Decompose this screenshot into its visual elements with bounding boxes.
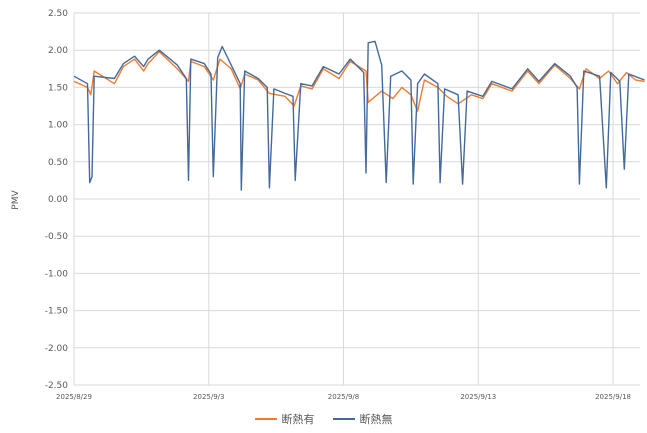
legend-label: 断熱有	[281, 413, 315, 426]
x-tick-label: 2025/8/29	[56, 393, 92, 401]
y-axis-label: PMV	[11, 189, 21, 209]
legend-item-1: 断熱有	[254, 411, 315, 427]
x-tick-label: 2025/9/18	[595, 393, 631, 401]
x-tick-labels: 2025/8/29 2025/9/3 2025/9/8 2025/9/13 2025/9…	[56, 393, 631, 401]
x-tick-label: 2025/9/8	[328, 393, 359, 401]
legend-swatch	[332, 418, 355, 420]
legend-swatch	[254, 418, 277, 420]
y-tick-label: 2.00	[48, 46, 68, 56]
y-tick-label: -0.50	[45, 232, 69, 242]
x-tick-label: 2025/9/13	[460, 393, 496, 401]
gridlines	[73, 12, 640, 386]
y-tick-label: -1.00	[45, 269, 69, 279]
y-tick-label: -1.50	[45, 307, 69, 317]
y-tick-label: 2.50	[48, 9, 68, 19]
chart-legend: 断熱有 断熱無	[0, 411, 647, 427]
legend-item-2: 断熱無	[332, 411, 393, 427]
series-line-1	[73, 51, 645, 112]
x-tick-label: 2025/9/3	[193, 393, 224, 401]
y-tick-label: 0.50	[48, 158, 68, 168]
series-line-2	[73, 40, 645, 191]
legend-label: 断熱無	[359, 413, 393, 426]
y-tick-labels: 2.50 2.00 1.50 1.00 0.50 0.00 -0.50 -1.00 -1.50 -…	[45, 9, 69, 391]
y-tick-label: 1.50	[48, 83, 68, 93]
y-tick-label: -2.50	[45, 381, 69, 391]
y-tick-label: 1.00	[48, 121, 68, 131]
series-lines	[73, 40, 645, 191]
y-tick-label: -2.00	[45, 344, 69, 354]
y-tick-label: 0.00	[48, 195, 68, 205]
